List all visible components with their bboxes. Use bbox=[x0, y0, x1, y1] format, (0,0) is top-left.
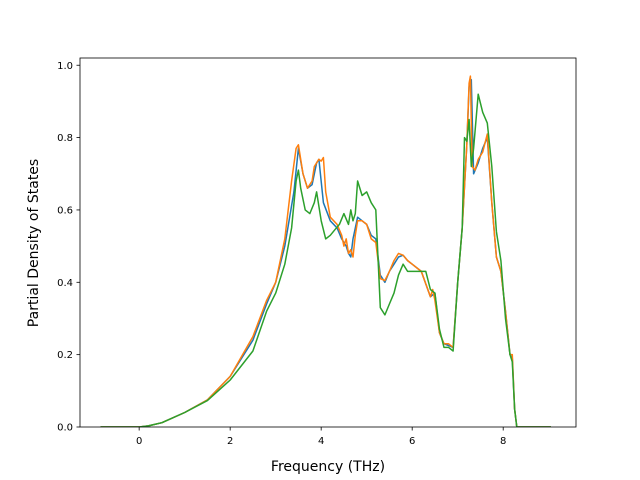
x-tick-label: 6 bbox=[409, 436, 415, 447]
series-line-3 bbox=[100, 93, 551, 427]
y-axis-label: Partial Density of States bbox=[26, 159, 42, 327]
y-tick-label: 1.0 bbox=[57, 61, 73, 72]
x-axis-label: Frequency (THz) bbox=[271, 459, 385, 475]
plot-frame bbox=[79, 57, 577, 428]
y-tick-label: 0.8 bbox=[57, 133, 73, 144]
axes: 0 2 4 6 8 0.0 0.2 0.4 0.6 0.8 1.0 bbox=[57, 57, 577, 447]
plot-area bbox=[100, 75, 551, 427]
y-tick-label: 0.4 bbox=[57, 278, 73, 289]
y-tick-label: 0.0 bbox=[57, 423, 73, 434]
x-tick-label: 4 bbox=[318, 436, 324, 447]
x-tick-label: 8 bbox=[500, 436, 506, 447]
x-tick-label: 0 bbox=[136, 436, 142, 447]
x-tick-label: 2 bbox=[227, 436, 233, 447]
y-tick-label: 0.2 bbox=[57, 350, 73, 361]
y-tick-label: 0.6 bbox=[57, 206, 73, 217]
